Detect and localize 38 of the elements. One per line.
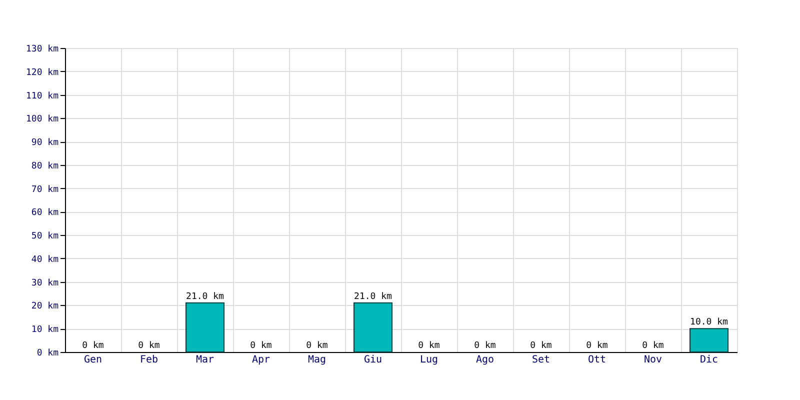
data-label: 21.0 km <box>186 292 224 302</box>
y-tick-label: 90 km <box>31 138 58 148</box>
data-label: 0 km <box>642 341 664 351</box>
x-tick-label: Mag <box>308 354 326 366</box>
data-label: 0 km <box>530 341 552 351</box>
data-label: 0 km <box>474 341 496 351</box>
x-tick-label: Nov <box>644 354 662 366</box>
y-tick-label: 80 km <box>31 161 58 172</box>
x-tick-label: Apr <box>252 354 270 366</box>
x-tick-label: Lug <box>420 354 438 366</box>
y-tick-label: 0 km <box>36 348 58 358</box>
data-label: 0 km <box>250 341 272 351</box>
x-tick-label: Giu <box>364 354 382 366</box>
x-tick-label: Dic <box>700 354 718 366</box>
y-tick-label: 70 km <box>31 184 58 195</box>
data-label: 10.0 km <box>690 318 728 328</box>
y-tick-label: 10 km <box>31 325 58 336</box>
x-tick-label: Feb <box>140 354 158 366</box>
y-tick-label: 100 km <box>26 114 58 125</box>
x-tick-label: Mar <box>196 354 214 366</box>
y-tick-label: 20 km <box>31 302 58 312</box>
x-tick-label: Ott <box>588 354 606 366</box>
x-tick-label: Ago <box>476 354 494 366</box>
x-tick-label: Gen <box>84 354 102 366</box>
x-tick-label: Set <box>532 354 550 366</box>
y-tick-label: 50 km <box>31 232 58 242</box>
data-label: 0 km <box>138 341 160 351</box>
data-label: 21.0 km <box>354 292 392 302</box>
y-tick-label: 30 km <box>31 278 58 288</box>
data-label: 0 km <box>418 341 440 351</box>
y-tick-label: 40 km <box>31 254 58 265</box>
y-tick-label: 120 km <box>26 68 58 78</box>
y-tick-label: 60 km <box>31 208 58 218</box>
data-label: 0 km <box>306 341 328 351</box>
data-label: 0 km <box>82 341 104 351</box>
y-tick-label: 130 km <box>26 44 58 54</box>
y-tick-label: 110 km <box>26 91 58 102</box>
data-label: 0 km <box>586 341 608 351</box>
